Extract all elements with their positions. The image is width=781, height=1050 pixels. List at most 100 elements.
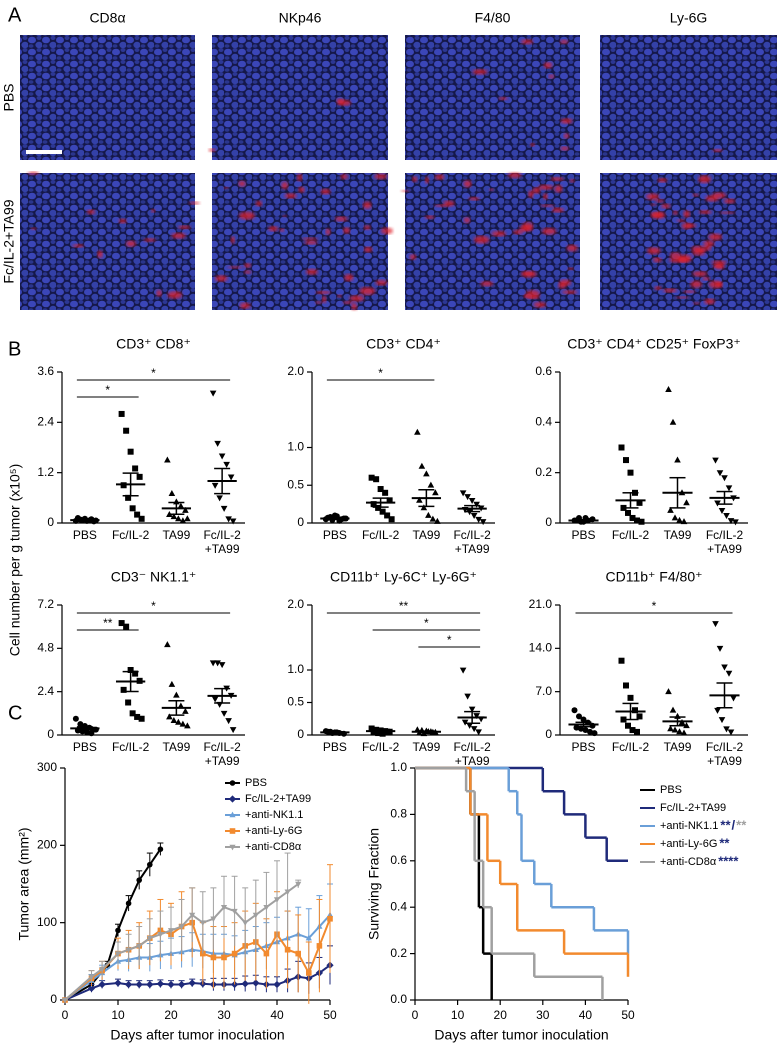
point (167, 928, 175, 934)
stain (654, 286, 662, 291)
point (634, 517, 640, 524)
x-tick-label: TA99 (664, 740, 692, 754)
point (370, 501, 377, 508)
point (379, 730, 386, 737)
point (138, 715, 145, 722)
x-tick-label: TA99 (162, 528, 190, 542)
point (125, 900, 132, 907)
stain (538, 184, 554, 190)
point (459, 667, 467, 674)
legend-label: +anti-NK1.1 (245, 809, 303, 821)
stain (715, 281, 723, 288)
point (179, 720, 187, 727)
stain (566, 244, 578, 252)
point (425, 511, 432, 518)
y-axis-label: Surviving Fraction (366, 828, 382, 940)
x-tick-label: 50 (323, 1008, 337, 1022)
legend-label: Fc/IL-2+TA99 (660, 802, 726, 814)
point (118, 620, 125, 627)
point (168, 490, 176, 497)
stain (480, 281, 494, 287)
point (623, 682, 629, 689)
stain (340, 173, 348, 180)
stain (424, 215, 435, 219)
x-tick-label: 10 (111, 1008, 125, 1022)
stain (297, 173, 303, 182)
point (627, 694, 634, 701)
x-tick-label: 0 (412, 1008, 419, 1022)
point (124, 980, 133, 989)
point (134, 511, 141, 518)
stain (647, 247, 661, 255)
point (665, 688, 672, 695)
point (229, 828, 236, 834)
stain (528, 190, 534, 199)
point (252, 912, 259, 919)
x-tick-label: TA99 (412, 740, 440, 754)
x-tick-label: 30 (217, 1008, 231, 1022)
y-tick-label: 2.4 (37, 415, 54, 429)
point (220, 505, 228, 512)
chart-title: CD11b⁺ Ly-6C⁺ Ly-6G⁺ (330, 569, 477, 585)
row-label: PBS (1, 83, 17, 111)
point (636, 499, 643, 506)
point (423, 470, 430, 477)
point (316, 943, 323, 949)
column-label: CD8α (89, 10, 125, 26)
point (676, 728, 683, 735)
x-axis-label: Days after tumor inoculation (110, 1027, 284, 1043)
y-axis-label: Cell number per g tumor (x10⁵) (7, 464, 23, 657)
stain (284, 193, 297, 199)
significance-label: * (378, 366, 383, 380)
point (114, 951, 122, 957)
stain (532, 187, 541, 194)
stain (325, 228, 331, 236)
stain (711, 260, 727, 265)
point (98, 980, 106, 989)
stain (281, 181, 289, 190)
point (123, 623, 130, 630)
stain (337, 294, 342, 298)
micrograph (400, 172, 580, 310)
stain (279, 228, 285, 232)
stain (375, 280, 388, 286)
point (209, 660, 217, 667)
stain (304, 240, 318, 245)
y-tick-label: 7.2 (37, 597, 54, 611)
point (680, 518, 688, 525)
stain (409, 254, 417, 260)
point (136, 473, 143, 480)
stain (521, 222, 534, 231)
significance-label: * (151, 366, 156, 380)
point (723, 726, 730, 733)
point (273, 980, 281, 989)
stain (699, 210, 712, 215)
point (721, 475, 728, 482)
stain (468, 196, 480, 201)
series (61, 852, 302, 1004)
point (671, 726, 679, 733)
point (225, 516, 232, 523)
legend-label: +anti-Ly-6G (245, 825, 302, 837)
series (62, 842, 164, 1003)
point (88, 974, 95, 981)
point (429, 515, 437, 522)
y-tick-label: 7.0 (535, 684, 552, 698)
series-line (64, 918, 331, 1001)
x-tick-label: Fc/IL-2 +TA99 (453, 528, 491, 556)
point (223, 461, 230, 468)
point (479, 519, 487, 526)
stain (704, 298, 715, 305)
series (415, 766, 630, 954)
point (683, 722, 690, 729)
y-tick-label: 0.2 (535, 465, 552, 479)
point (669, 706, 677, 713)
point (306, 970, 312, 976)
x-tick-label: PBS (323, 740, 347, 754)
point (618, 657, 625, 664)
point (220, 710, 228, 717)
row-label: Fc/IL-2+TA99 (1, 199, 17, 283)
stain (342, 301, 353, 305)
stain (434, 174, 445, 180)
legend-label: +anti-NK1.1 (660, 820, 718, 832)
